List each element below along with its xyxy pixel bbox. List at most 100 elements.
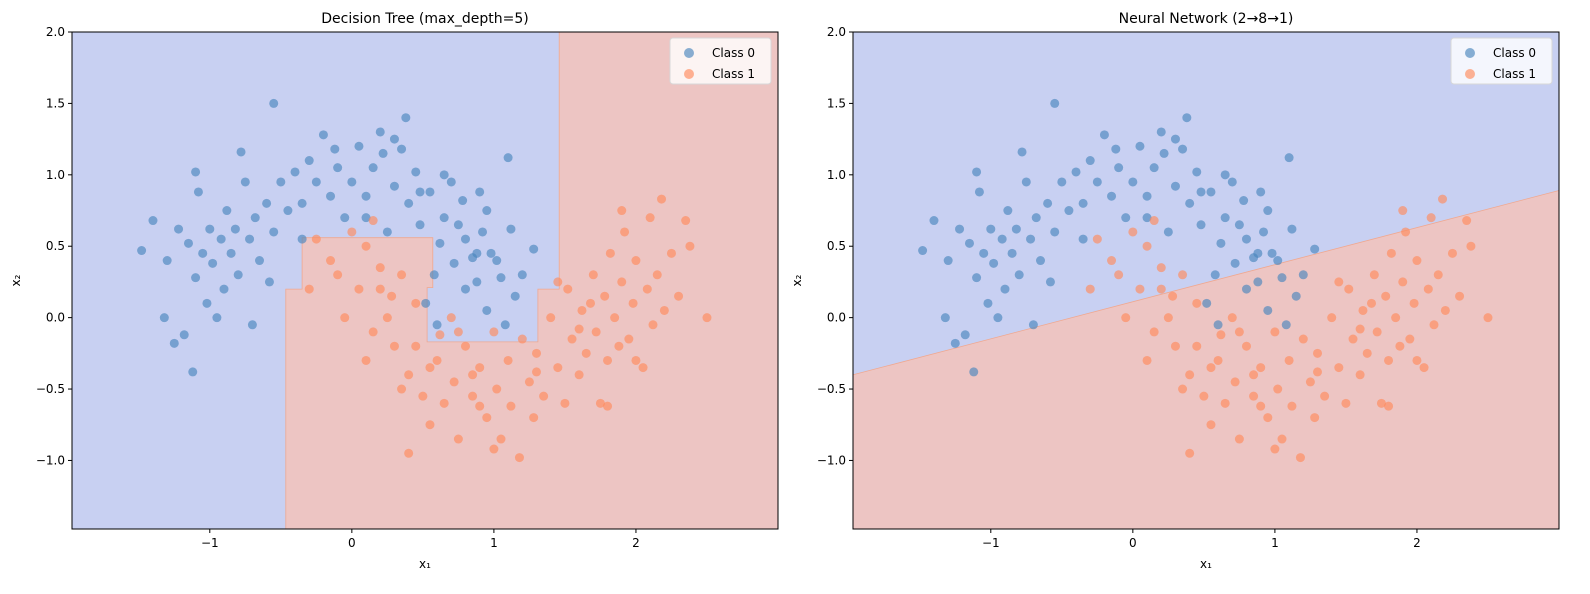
- point-class-1: [574, 324, 584, 334]
- point-class-0: [219, 284, 229, 294]
- point-class-0: [969, 367, 979, 377]
- point-class-1: [628, 298, 638, 308]
- x-tick-label: 0: [348, 536, 356, 550]
- point-class-0: [290, 167, 300, 177]
- point-class-0: [1178, 144, 1188, 154]
- point-class-1: [1085, 284, 1095, 294]
- point-class-1: [340, 313, 350, 323]
- point-class-0: [1159, 148, 1169, 158]
- y-tick-label: 1.5: [46, 96, 65, 110]
- point-class-1: [524, 377, 534, 387]
- point-class-1: [468, 370, 478, 380]
- point-class-1: [1298, 334, 1308, 344]
- point-class-1: [648, 320, 658, 330]
- point-class-0: [1142, 191, 1152, 201]
- point-class-0: [1050, 98, 1060, 108]
- point-class-0: [188, 367, 198, 377]
- point-class-0: [449, 258, 459, 268]
- point-class-1: [1273, 384, 1283, 394]
- point-class-0: [212, 313, 222, 323]
- point-class-0: [1043, 198, 1053, 208]
- point-class-0: [191, 167, 201, 177]
- point-class-1: [1381, 291, 1391, 301]
- point-class-1: [620, 227, 630, 237]
- point-class-0: [233, 270, 243, 280]
- point-class-1: [1440, 305, 1450, 315]
- point-class-0: [1078, 198, 1088, 208]
- point-class-0: [411, 167, 421, 177]
- point-class-1: [1358, 305, 1368, 315]
- point-class-0: [198, 248, 208, 258]
- chart-title: Decision Tree (max_depth=5): [321, 11, 528, 27]
- point-class-1: [1327, 313, 1337, 323]
- point-class-1: [1287, 401, 1297, 411]
- point-class-1: [645, 213, 655, 223]
- point-class-1: [453, 434, 463, 444]
- point-class-0: [943, 256, 953, 266]
- point-class-1: [1178, 270, 1188, 280]
- point-class-0: [404, 198, 414, 208]
- point-class-1: [1412, 256, 1422, 266]
- point-class-1: [1149, 327, 1159, 337]
- point-class-0: [378, 148, 388, 158]
- point-class-0: [1277, 273, 1287, 283]
- point-class-1: [1341, 398, 1351, 408]
- point-class-1: [631, 256, 641, 266]
- point-class-0: [1128, 177, 1138, 187]
- point-class-0: [1064, 206, 1074, 216]
- point-class-1: [652, 270, 662, 280]
- point-class-0: [960, 330, 970, 340]
- point-class-0: [333, 163, 343, 173]
- point-class-1: [1263, 413, 1273, 423]
- point-class-0: [245, 234, 255, 244]
- point-class-0: [1182, 113, 1192, 123]
- point-class-1: [1220, 398, 1230, 408]
- legend-box: [1450, 37, 1553, 85]
- point-class-1: [1313, 367, 1323, 377]
- point-class-1: [529, 413, 539, 423]
- point-class-1: [1185, 448, 1195, 458]
- point-class-0: [375, 127, 385, 137]
- point-class-1: [1483, 313, 1493, 323]
- point-class-0: [460, 284, 470, 294]
- point-class-0: [1045, 277, 1055, 287]
- point-class-1: [1114, 270, 1124, 280]
- point-class-1: [1348, 334, 1358, 344]
- point-class-0: [472, 277, 482, 287]
- point-class-0: [1263, 206, 1273, 216]
- point-class-1: [1121, 313, 1131, 323]
- point-class-1: [475, 363, 485, 373]
- point-class-0: [368, 163, 378, 173]
- point-class-1: [1249, 391, 1259, 401]
- point-class-1: [425, 420, 435, 430]
- legend-label: Class 1: [1493, 67, 1536, 81]
- point-class-1: [475, 401, 485, 411]
- point-class-1: [1192, 298, 1202, 308]
- point-class-0: [1253, 248, 1263, 258]
- point-class-1: [489, 327, 499, 337]
- x-tick-label: 0: [1129, 536, 1137, 550]
- point-class-1: [1376, 398, 1386, 408]
- point-class-1: [1398, 206, 1408, 216]
- point-class-1: [506, 401, 516, 411]
- point-class-1: [685, 241, 695, 251]
- point-class-1: [432, 355, 442, 365]
- point-class-1: [1128, 227, 1138, 237]
- legend-marker-class-1: [1465, 69, 1475, 79]
- point-class-1: [567, 334, 577, 344]
- point-class-1: [1277, 434, 1287, 444]
- point-class-1: [375, 284, 385, 294]
- point-class-0: [918, 246, 928, 256]
- point-class-0: [496, 273, 506, 283]
- point-class-1: [503, 355, 513, 365]
- point-class-0: [997, 234, 1007, 244]
- point-class-0: [183, 238, 193, 248]
- point-class-0: [1298, 270, 1308, 280]
- point-class-1: [1256, 363, 1266, 373]
- point-class-1: [1092, 234, 1102, 244]
- point-class-0: [1213, 320, 1223, 330]
- legend-label: Class 0: [712, 46, 755, 60]
- point-class-1: [1372, 327, 1382, 337]
- point-class-0: [979, 248, 989, 258]
